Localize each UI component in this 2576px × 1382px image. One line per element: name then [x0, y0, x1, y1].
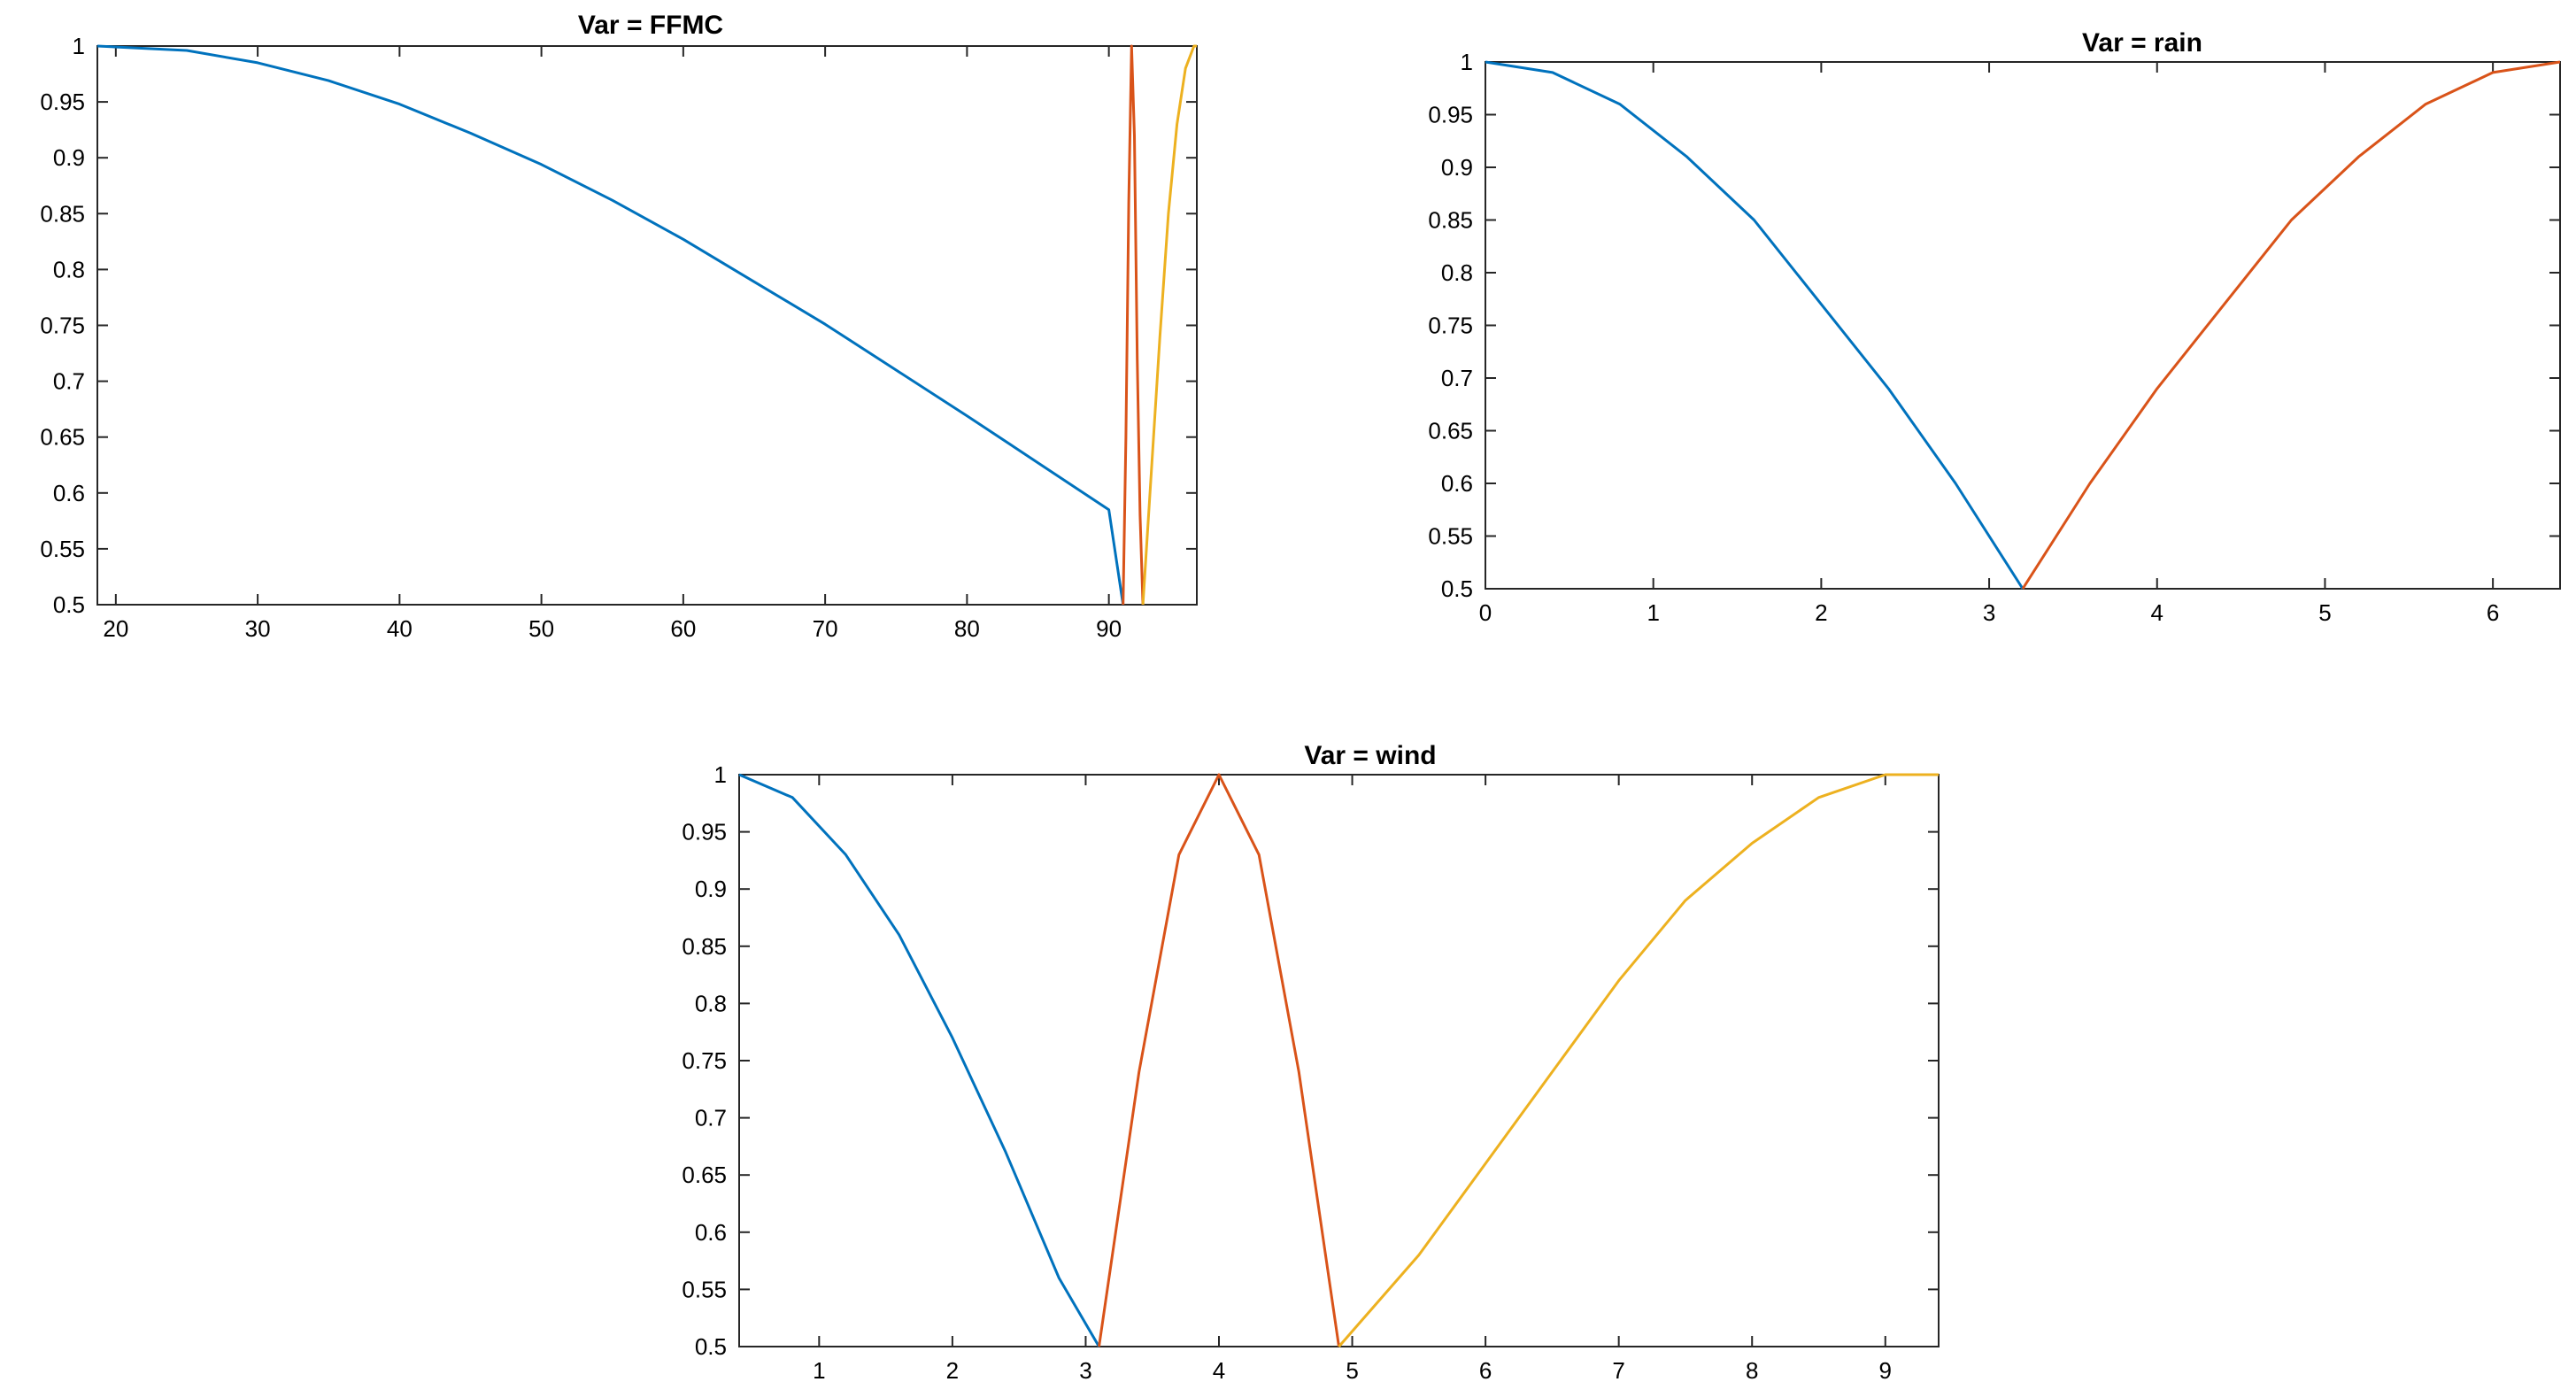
- y-tick-label: 0.7: [53, 368, 85, 395]
- x-tick-label: 6: [1479, 1357, 1492, 1382]
- plot-area: [97, 46, 1197, 605]
- y-tick-label: 0.95: [1428, 102, 1473, 128]
- series-line-1: [739, 775, 1099, 1347]
- x-tick-label: 30: [245, 615, 271, 642]
- series-line-1: [97, 46, 1123, 605]
- series-line-3: [1339, 775, 1940, 1347]
- x-tick-label: 3: [1983, 599, 1995, 626]
- series-line-1: [1485, 62, 2023, 589]
- y-tick-label: 0.75: [682, 1047, 727, 1074]
- y-tick-label: 0.8: [1441, 259, 1473, 286]
- y-tick-label: 0.75: [40, 313, 85, 339]
- y-tick-label: 0.65: [40, 424, 85, 451]
- x-tick-label: 2: [946, 1357, 959, 1382]
- x-tick-label: 1: [1647, 599, 1659, 626]
- x-tick-label: 6: [2487, 599, 2499, 626]
- series-line-2: [1123, 46, 1143, 605]
- y-tick-label: 0.65: [682, 1162, 727, 1188]
- y-tick-label: 0.65: [1428, 418, 1473, 444]
- y-tick-label: 0.95: [40, 89, 85, 115]
- x-tick-label: 9: [1879, 1357, 1892, 1382]
- y-tick-label: 1: [73, 33, 85, 59]
- y-tick-label: 0.5: [53, 591, 85, 618]
- plot-area: [739, 775, 1939, 1347]
- y-tick-label: 0.55: [1428, 523, 1473, 550]
- y-tick-label: 0.85: [40, 200, 85, 227]
- y-tick-label: 0.9: [695, 876, 727, 902]
- y-tick-label: 0.55: [40, 536, 85, 562]
- ffmc-chart: Var = FFMC 20 30 40 50 60 70 80 90 0.5 0.55 0.6 0.6…: [0, 0, 1239, 673]
- x-tick-label: 0: [1479, 599, 1492, 626]
- y-tick-label: 0.8: [53, 256, 85, 282]
- y-tick-label: 0.85: [1428, 207, 1473, 234]
- chart-title: Var = wind: [1304, 741, 1436, 770]
- y-tick-label: 0.75: [1428, 313, 1473, 339]
- y-tick-label: 0.55: [682, 1276, 727, 1302]
- series-line-2: [2023, 62, 2560, 589]
- x-tick-label: 3: [1079, 1357, 1091, 1382]
- y-tick-label: 0.9: [1441, 154, 1473, 181]
- wind-chart: Var = wind 1 2 3 4 5 6 7 8 9 0.5 0.55 0.6 0.65 0.7 0.7…: [0, 708, 2036, 1382]
- x-tick-label: 90: [1096, 615, 1122, 642]
- rain-chart: Var = rain 0 1 2 3 4 5 6 0.5 0.55 0.6 0.65 0.7 0.75 0…: [1328, 0, 2576, 673]
- x-tick-label: 5: [2318, 599, 2331, 626]
- x-tick-label: 4: [2151, 599, 2163, 626]
- x-tick-label: 4: [1213, 1357, 1225, 1382]
- y-tick-label: 0.8: [695, 990, 727, 1016]
- x-tick-label: 8: [1746, 1357, 1758, 1382]
- x-tick-label: 70: [813, 615, 838, 642]
- y-tick-label: 1: [714, 761, 727, 788]
- y-tick-label: 0.85: [682, 933, 727, 960]
- y-tick-label: 0.95: [682, 819, 727, 845]
- y-tick-label: 0.5: [1441, 575, 1473, 602]
- x-tick-label: 40: [387, 615, 413, 642]
- series-line-2: [1099, 775, 1339, 1347]
- x-tick-label: 80: [954, 615, 980, 642]
- x-tick-label: 1: [813, 1357, 825, 1382]
- y-tick-label: 0.7: [1441, 365, 1473, 391]
- x-tick-label: 60: [670, 615, 696, 642]
- x-tick-label: 20: [103, 615, 128, 642]
- x-tick-label: 2: [1815, 599, 1827, 626]
- x-tick-label: 50: [528, 615, 554, 642]
- y-tick-label: 0.6: [53, 480, 85, 506]
- chart-title: Var = FFMC: [578, 11, 723, 40]
- y-tick-label: 0.9: [53, 144, 85, 171]
- y-tick-label: 0.5: [695, 1333, 727, 1360]
- y-tick-label: 0.6: [695, 1219, 727, 1246]
- y-tick-label: 0.6: [1441, 470, 1473, 497]
- y-tick-label: 1: [1461, 49, 1473, 75]
- chart-title: Var = rain: [2082, 28, 2202, 58]
- x-tick-label: 5: [1346, 1357, 1358, 1382]
- x-tick-label: 7: [1612, 1357, 1624, 1382]
- plot-area: [1485, 62, 2560, 589]
- y-tick-label: 0.7: [695, 1105, 727, 1131]
